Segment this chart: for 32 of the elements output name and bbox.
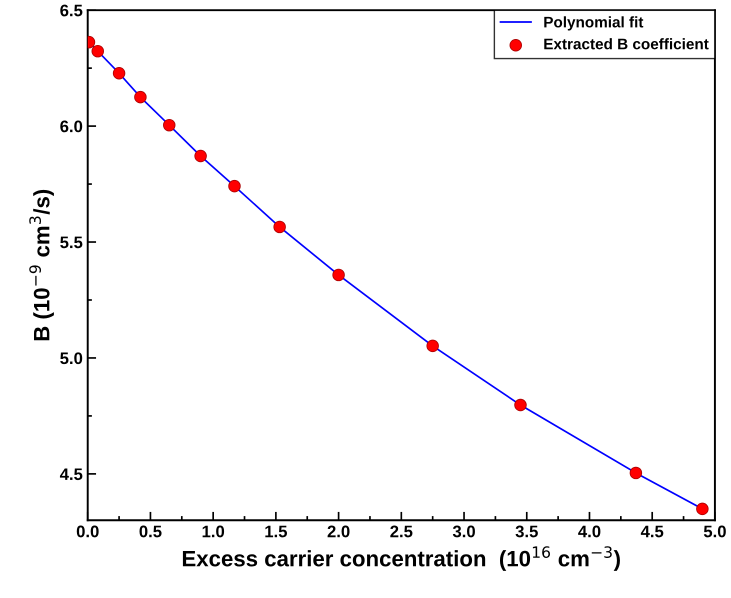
y-tick-label: 4.5 bbox=[60, 468, 82, 480]
x-tick-label: 2.5 bbox=[390, 526, 412, 538]
y-tick-label: 6.0 bbox=[60, 120, 82, 132]
x-tick-label: 5.0 bbox=[704, 526, 726, 538]
y-tick-label: 5.0 bbox=[60, 352, 82, 364]
x-tick-label: 3.5 bbox=[516, 526, 538, 538]
point bbox=[514, 398, 527, 412]
point bbox=[134, 90, 147, 104]
x-tick-label: 0.5 bbox=[140, 526, 162, 538]
point bbox=[228, 180, 241, 192]
point bbox=[194, 150, 207, 162]
x-tick-label: 3.0 bbox=[452, 526, 475, 538]
point bbox=[696, 502, 709, 516]
y-tick-label: 5.5 bbox=[60, 236, 82, 248]
legend-label: Extracted B coefficient bbox=[544, 38, 709, 50]
x-tick-label: 0.0 bbox=[76, 526, 99, 538]
y-axis-title: B (10$^{−9}$ cm$^{3}$/s) bbox=[29, 190, 54, 340]
point bbox=[332, 268, 345, 282]
point bbox=[630, 466, 642, 480]
x-axis-title: Excess carrier concentration (10$^{16}$ cm$^{−3}$) bbox=[182, 546, 620, 571]
y-tick-label: 6.5 bbox=[60, 4, 82, 16]
x-tick-label: 1.5 bbox=[265, 526, 287, 538]
point bbox=[426, 340, 439, 352]
point bbox=[163, 118, 176, 132]
x-tick-label: 1.0 bbox=[202, 526, 224, 538]
point bbox=[112, 67, 126, 80]
x-tick-label: 4.5 bbox=[640, 526, 664, 538]
x-tick-label: 2.0 bbox=[328, 526, 350, 538]
legend-label: Polynomial fit bbox=[544, 16, 644, 31]
point bbox=[273, 220, 286, 234]
x-tick-label: 4.0 bbox=[578, 526, 600, 538]
point bbox=[92, 44, 104, 58]
